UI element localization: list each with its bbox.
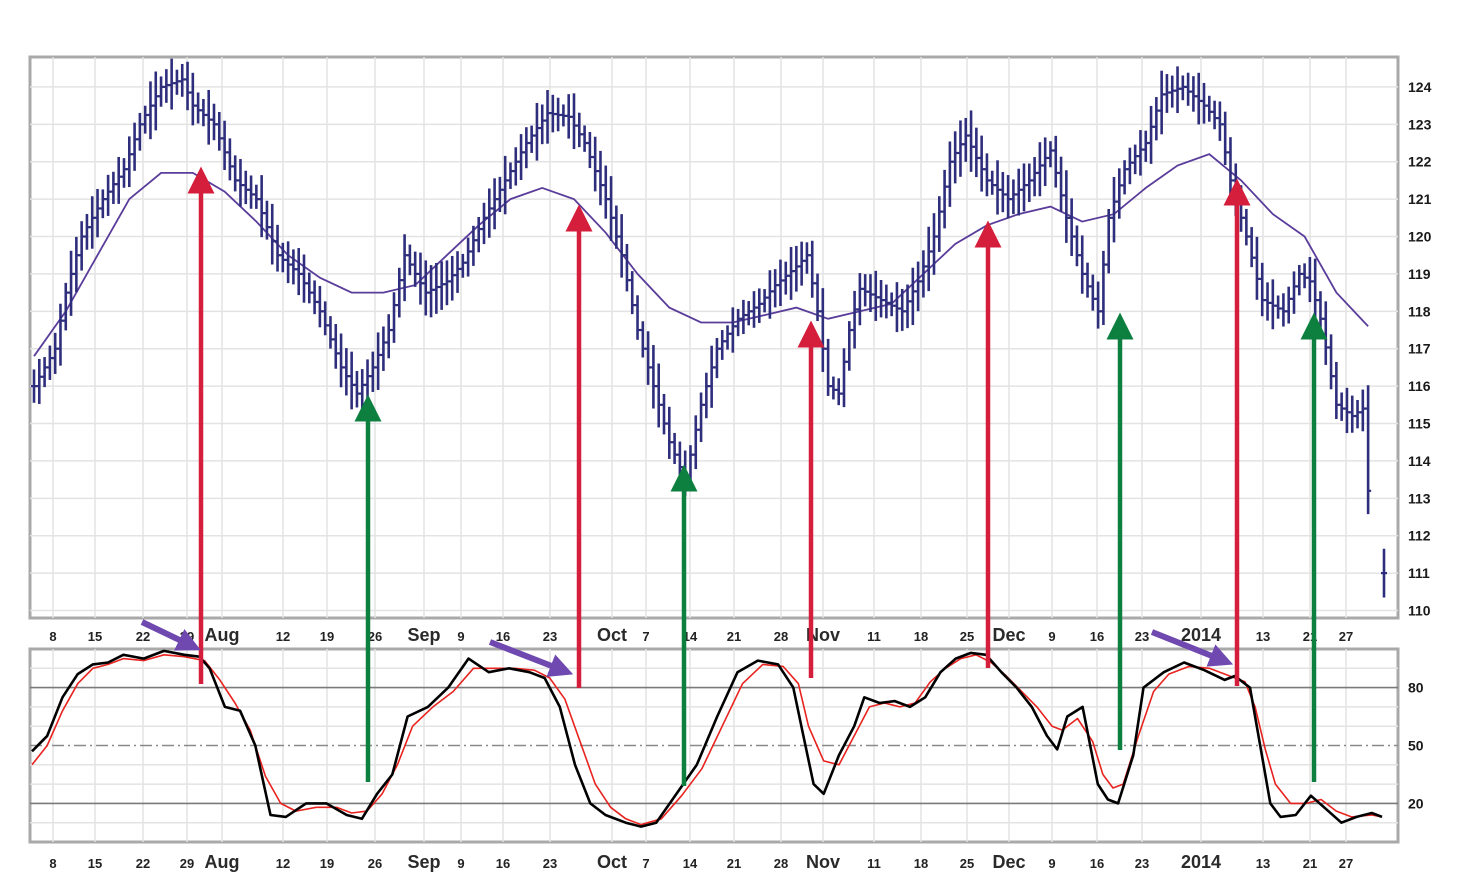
price-x-tick-label: 9: [457, 629, 464, 644]
osc-x-tick-label: 21: [1303, 856, 1317, 871]
divergence-callout-arrow: [488, 639, 574, 677]
osc-x-tick-label: Dec: [992, 852, 1025, 872]
osc-x-tick-label: 2014: [1181, 852, 1221, 872]
osc-x-tick-label: 16: [1090, 856, 1104, 871]
price-y-tick-label: 113: [1408, 490, 1431, 506]
osc-x-tick-label: 7: [642, 856, 649, 871]
price-y-tick-label: 114: [1408, 453, 1431, 469]
oscillator-series: [31, 649, 1383, 828]
price-y-tick-label: 123: [1408, 116, 1432, 132]
price-x-tick-label: 23: [1135, 629, 1149, 644]
osc-x-tick-label: 22: [136, 856, 150, 871]
oscillator-panel: 20 50 80: [28, 647, 1424, 844]
price-x-tick-label: Aug: [205, 625, 240, 645]
price-y-tick-label: 110: [1408, 603, 1431, 619]
price-x-tick-label: 21: [727, 629, 741, 644]
price-x-tick-label: 16: [1090, 629, 1104, 644]
osc-x-tick-label: 11: [867, 856, 881, 871]
osc-x-tick-label: 21: [727, 856, 741, 871]
osc-y-tick-label: 20: [1408, 795, 1424, 811]
divergence-callout-arrow: [1150, 629, 1234, 667]
osc-y-tick-label: 50: [1408, 738, 1424, 754]
osc-x-tick-label: 28: [774, 856, 788, 871]
osc-x-tick-label: 9: [457, 856, 464, 871]
price-x-tick-label: Oct: [597, 625, 627, 645]
moving-average-series: [33, 153, 1369, 357]
osc-x-tick-label: 29: [180, 856, 194, 871]
price-bars-series: [31, 58, 1387, 598]
osc-x-tick-label: 9: [1048, 856, 1055, 871]
price-y-tick-label: 121: [1408, 191, 1432, 207]
price-x-tick-label: Sep: [407, 625, 440, 645]
oscillator-y-axis: 20 50 80: [1408, 680, 1424, 812]
price-x-axis: 8 15 22 29 Aug 12 19 26 Sep 9 16 23 Oct 7 14 21 28 Nov 11 1…: [49, 625, 1353, 645]
price-y-tick-label: 118: [1408, 303, 1431, 319]
oscillator-x-axis: 8 15 22 29 Aug 12 19 26 Sep 9 16 23 Oct 7 14 21 28 Nov 11 1…: [49, 852, 1353, 872]
price-x-tick-label: 15: [88, 629, 102, 644]
osc-x-tick-label: 15: [88, 856, 102, 871]
price-panel: 110 111 112 113 114 115 116 117 118 119 120 121 122 1…: [28, 55, 1432, 620]
osc-x-tick-label: 12: [276, 856, 290, 871]
price-x-tick-label: 2014: [1181, 625, 1221, 645]
price-bar: [1381, 548, 1387, 598]
osc-x-tick-label: Sep: [407, 852, 440, 872]
osc-x-tick-label: 16: [496, 856, 510, 871]
price-x-tick-label: 22: [136, 629, 150, 644]
osc-x-tick-label: 8: [49, 856, 56, 871]
price-bar: [1365, 385, 1372, 515]
osc-x-tick-label: Nov: [806, 852, 840, 872]
price-x-tick-label: 16: [496, 629, 510, 644]
osc-x-tick-label: 23: [1135, 856, 1149, 871]
price-y-tick-label: 117: [1408, 341, 1431, 357]
divergence-callout-arrow: [140, 619, 201, 651]
price-x-tick-label: 27: [1339, 629, 1353, 644]
price-x-tick-label: 9: [1048, 629, 1055, 644]
price-x-tick-label: Nov: [806, 625, 840, 645]
osc-x-tick-label: 27: [1339, 856, 1353, 871]
price-y-axis: 110 111 112 113 114 115 116 117 118 119 120 121 122 1…: [1408, 79, 1432, 619]
price-y-tick-label: 116: [1408, 378, 1431, 394]
osc-slow-line: [31, 654, 1383, 826]
signal-arrows: [140, 166, 1328, 786]
price-y-tick-label: 122: [1408, 154, 1432, 170]
osc-x-tick-label: Oct: [597, 852, 627, 872]
price-gridlines: [30, 57, 1398, 618]
price-y-tick-label: 119: [1408, 266, 1431, 282]
price-x-tick-label: 28: [774, 629, 788, 644]
price-x-tick-label: 19: [320, 629, 334, 644]
price-plot-area: [28, 55, 1400, 620]
price-x-tick-label: 13: [1256, 629, 1270, 644]
oscillator-reference-lines: [30, 686, 1398, 805]
price-x-tick-label: 18: [914, 629, 928, 644]
price-y-tick-label: 120: [1408, 229, 1432, 245]
price-x-tick-label: 14: [683, 629, 698, 644]
price-x-tick-label: 8: [49, 629, 56, 644]
price-x-tick-label: Dec: [992, 625, 1025, 645]
osc-x-tick-label: 14: [683, 856, 698, 871]
price-x-tick-label: 26: [368, 629, 382, 644]
osc-fast-line: [31, 649, 1383, 828]
price-y-tick-label: 115: [1408, 416, 1431, 432]
price-x-tick-label: 25: [960, 629, 974, 644]
price-x-tick-label: 7: [642, 629, 649, 644]
price-x-tick-label: 12: [276, 629, 290, 644]
osc-x-tick-label: 13: [1256, 856, 1270, 871]
price-y-tick-label: 111: [1408, 565, 1430, 581]
price-x-tick-label: 11: [867, 629, 881, 644]
osc-x-tick-label: 26: [368, 856, 382, 871]
osc-x-tick-label: 23: [543, 856, 557, 871]
price-x-tick-label: 23: [543, 629, 557, 644]
moving-average-line: [33, 153, 1369, 357]
price-y-tick-label: 112: [1408, 528, 1431, 544]
osc-x-tick-label: 18: [914, 856, 928, 871]
osc-x-tick-label: Aug: [205, 852, 240, 872]
price-y-tick-label: 124: [1408, 79, 1432, 95]
osc-x-tick-label: 19: [320, 856, 334, 871]
osc-x-tick-label: 25: [960, 856, 974, 871]
osc-y-tick-label: 80: [1408, 680, 1424, 696]
